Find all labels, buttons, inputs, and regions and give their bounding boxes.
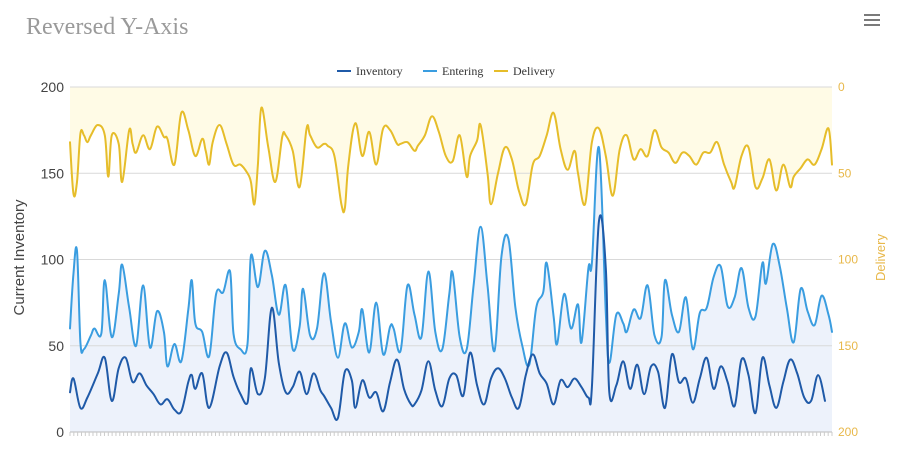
- y-right-axis-title: Delivery: [873, 234, 888, 281]
- entering-area-fill: [70, 146, 832, 432]
- y-right-tick-label: 0: [838, 80, 845, 94]
- axes: 0 50 100 150 200 0 50 100 150 200 Current Inventor…: [11, 79, 888, 440]
- legend-label: Delivery: [513, 64, 555, 78]
- legend-item-entering[interactable]: Entering: [423, 64, 483, 78]
- y-left-tick-label: 100: [41, 252, 65, 268]
- y-left-tick-label: 200: [41, 79, 65, 95]
- y-right-tick-label: 100: [838, 253, 858, 267]
- legend-item-delivery[interactable]: Delivery: [494, 64, 555, 78]
- entering-line: [69, 146, 833, 368]
- page-title: Reversed Y-Axis: [26, 14, 189, 40]
- inventory-line: [69, 214, 826, 421]
- y-left-tick-label: 150: [41, 165, 65, 181]
- delivery-line: [69, 106, 833, 214]
- y-left-tick-label: 0: [56, 424, 64, 440]
- y-right-tick-label: 200: [838, 425, 858, 439]
- legend-label: Inventory: [356, 64, 403, 78]
- y-right-tick-label: 150: [838, 339, 858, 353]
- legend-label: Entering: [442, 64, 483, 78]
- legend-item-inventory[interactable]: Inventory: [337, 64, 403, 78]
- y-right-tick-label: 50: [838, 166, 852, 180]
- legend: Inventory Entering Delivery: [337, 64, 555, 78]
- hamburger-menu-icon[interactable]: [862, 12, 882, 28]
- y-left-axis-title: Current Inventory: [11, 199, 28, 315]
- series-group: [69, 106, 833, 421]
- y-left-tick-label: 50: [48, 338, 64, 354]
- delivery-area-fill: [70, 87, 832, 213]
